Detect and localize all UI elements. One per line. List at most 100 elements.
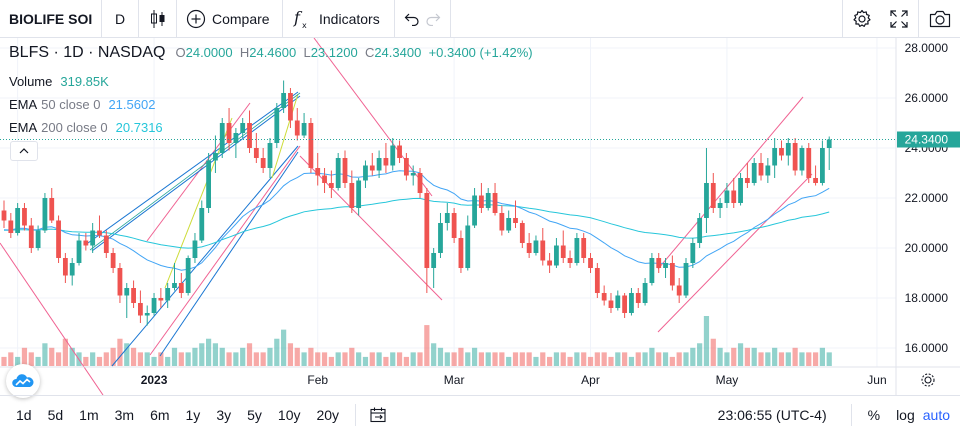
candle [56, 215, 61, 263]
candle [465, 215, 471, 271]
volume-bar [294, 347, 300, 366]
volume-bar [697, 343, 703, 366]
time-axis[interactable]: Dec2023FebMarAprMayJun21 [7, 373, 960, 387]
volume-bar [369, 352, 375, 366]
range-5d[interactable]: 5d [47, 406, 64, 423]
volume-bar [246, 343, 253, 366]
volume-bar [547, 356, 553, 366]
channel-line[interactable] [657, 173, 813, 333]
range-10y[interactable]: 10y [277, 406, 301, 423]
auto-scale-toggle[interactable]: auto [922, 407, 950, 423]
legend-volume-row[interactable]: Volume 319.85K [9, 70, 533, 93]
candle [144, 305, 150, 326]
range-1m[interactable]: 1m [79, 406, 99, 423]
candle [601, 285, 607, 306]
volume-bar [308, 347, 314, 366]
drawings[interactable] [0, 38, 813, 395]
range-3m[interactable]: 3m [114, 406, 135, 423]
legend-collapse-button[interactable] [10, 141, 38, 161]
candle [35, 225, 41, 251]
redo-icon[interactable] [425, 12, 441, 26]
candle [513, 200, 518, 228]
legend-main-row: BLFS · 1D · NASDAQ O24.0000 H24.4600 L23… [9, 44, 533, 64]
trend-line[interactable] [271, 93, 299, 179]
settings-button[interactable] [842, 0, 880, 38]
candle [1, 200, 7, 228]
range-5y[interactable]: 5y [247, 406, 262, 423]
candle [28, 218, 34, 253]
channel-line[interactable] [657, 96, 804, 270]
candle [799, 145, 805, 176]
volume-bar [465, 352, 471, 366]
indicators-button[interactable]: f x Indicators [283, 0, 395, 38]
range-1d[interactable]: 1d [16, 406, 32, 423]
channel-line[interactable] [0, 242, 104, 395]
legend-ema50-row[interactable]: EMA 50 close 0 21.5602 [9, 93, 533, 116]
undo-icon[interactable] [404, 12, 420, 26]
log-toggle[interactable]: log [896, 407, 915, 423]
clock-time[interactable]: 23:06:55 (UTC-4) [717, 407, 827, 423]
candle [8, 213, 14, 238]
volume-bar [335, 352, 341, 366]
candle [315, 153, 321, 186]
candle [76, 233, 82, 266]
range-6m[interactable]: 6m [150, 406, 170, 423]
ema-50-path [3, 170, 830, 271]
range-20y[interactable]: 20y [316, 406, 340, 423]
price-axis[interactable]: 28.0000 26.0000 24.0000 22.0000 20.0000 18.00… [0, 38, 960, 395]
trend-line[interactable] [159, 151, 299, 357]
volume-bar [69, 347, 75, 366]
channel-line[interactable] [313, 38, 433, 197]
candle [240, 118, 246, 138]
volume-bar [662, 352, 669, 366]
axis-settings-gear-icon[interactable] [921, 373, 935, 387]
candle [431, 248, 437, 288]
volume-bar [601, 352, 607, 366]
fullscreen-button[interactable] [880, 0, 918, 38]
chart-type-button[interactable] [139, 0, 177, 38]
percent-toggle[interactable]: % [867, 407, 881, 423]
candle [253, 133, 259, 163]
volume-bar [676, 352, 682, 366]
trend-line[interactable] [89, 92, 301, 251]
compare-button[interactable]: Compare [177, 0, 283, 38]
trend-line[interactable] [91, 95, 301, 252]
tradingview-logo[interactable] [6, 364, 40, 398]
volume-bar [124, 343, 130, 366]
chart-area[interactable]: 28.0000 26.0000 24.0000 22.0000 20.0000 18.00… [0, 38, 960, 398]
interval-button[interactable]: D [102, 0, 139, 38]
candle [281, 80, 287, 113]
volume-bar [444, 352, 450, 366]
volume-bar [778, 352, 785, 366]
candle [178, 273, 184, 298]
volume-bar [130, 347, 137, 366]
legend-symbol-title[interactable]: BLFS · 1D · NASDAQ [9, 44, 166, 61]
ema-200-line [4, 197, 830, 249]
volume-bar [151, 356, 157, 366]
symbol-search[interactable]: BIOLIFE SOI [0, 0, 102, 38]
candle [629, 288, 634, 316]
candle [744, 163, 750, 188]
snapshot-button[interactable] [918, 0, 960, 38]
candle [151, 293, 157, 316]
channel-line[interactable] [149, 145, 301, 356]
price-chart[interactable]: 28.0000 26.0000 24.0000 22.0000 20.0000 18.00… [0, 38, 960, 395]
legend-ema200-row[interactable]: EMA 200 close 0 20.7316 [9, 116, 533, 139]
candle [42, 193, 48, 233]
candle [506, 210, 512, 233]
volume-bar [403, 356, 409, 366]
candle [213, 135, 218, 173]
trend-line[interactable] [111, 145, 299, 367]
volume-bar [812, 352, 819, 366]
candle [83, 233, 89, 251]
candle [622, 293, 628, 318]
goto-date-button[interactable] [364, 407, 394, 423]
candle [697, 213, 703, 248]
date-range-group: 1d 5d 1m 3m 6m 1y 3y 5y 10y 20y [0, 407, 347, 423]
candle [472, 188, 477, 228]
range-3y[interactable]: 3y [216, 406, 232, 423]
trend-line[interactable] [87, 91, 299, 244]
candle [185, 255, 191, 296]
candle [547, 253, 552, 273]
range-1y[interactable]: 1y [185, 406, 201, 423]
